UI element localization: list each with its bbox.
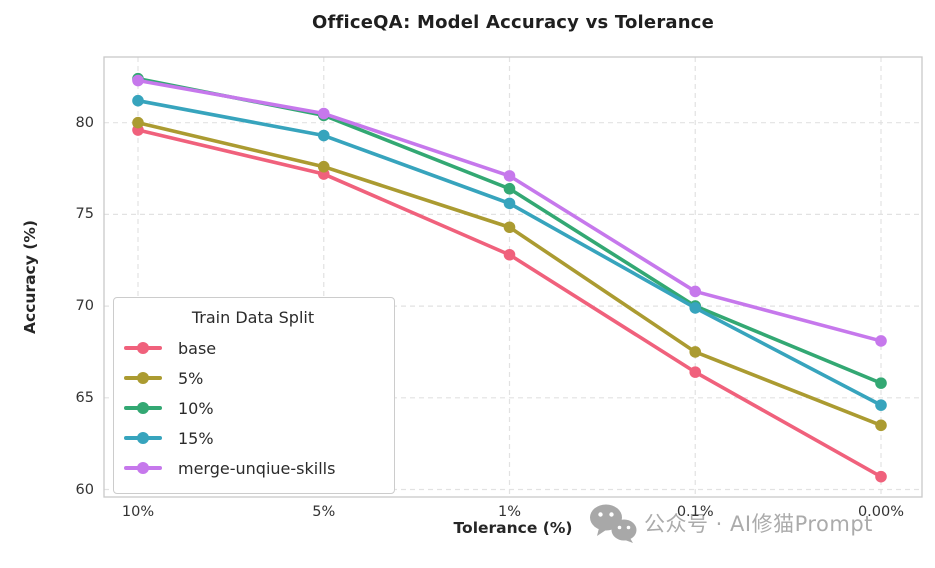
legend-marker-merge-unqiue-skills bbox=[124, 461, 162, 475]
legend-marker-10pct bbox=[124, 401, 162, 415]
x-tick-label: 10% bbox=[121, 504, 155, 520]
legend-item-5pct: 5% bbox=[124, 363, 382, 393]
x-tick-label: 0.00% bbox=[857, 504, 905, 520]
legend-marker-5pct bbox=[124, 371, 162, 385]
legend-marker-base bbox=[124, 341, 162, 355]
y-tick-label: 65 bbox=[75, 389, 94, 406]
x-tick-label: 0.1% bbox=[676, 504, 714, 520]
y-tick-label: 75 bbox=[75, 206, 94, 223]
watermark-text: 公众号 · AI修猫Prompt bbox=[644, 512, 873, 536]
legend-item-label: 5% bbox=[178, 368, 204, 388]
legend-item-label: 15% bbox=[178, 428, 214, 448]
legend-item-15pct: 15% bbox=[124, 423, 382, 453]
x-tick-label: 1% bbox=[497, 504, 521, 520]
y-tick-label: 70 bbox=[75, 298, 94, 315]
y-tick-label: 60 bbox=[75, 481, 94, 498]
legend: Train Data Split base 5% 10% 15% merge-u… bbox=[113, 297, 395, 494]
legend-item-base: base bbox=[124, 333, 382, 363]
legend-item-label: merge-unqiue-skills bbox=[178, 458, 336, 478]
legend-marker-15pct bbox=[124, 431, 162, 445]
chart-title: OfficeQA: Model Accuracy vs Tolerance bbox=[311, 12, 715, 33]
x-axis-label: Tolerance (%) bbox=[453, 519, 573, 537]
legend-item-merge-unqiue-skills: merge-unqiue-skills bbox=[124, 453, 382, 483]
legend-item-10pct: 10% bbox=[124, 393, 382, 423]
wechat-icon bbox=[590, 504, 637, 543]
legend-item-label: base bbox=[178, 338, 217, 358]
legend-item-label: 10% bbox=[178, 398, 214, 418]
watermark: 公众号 · AI修猫Prompt bbox=[589, 503, 873, 543]
x-tick-label: 5% bbox=[312, 504, 336, 520]
legend-title: Train Data Split bbox=[191, 308, 315, 327]
y-tick-label: 80 bbox=[75, 114, 94, 131]
